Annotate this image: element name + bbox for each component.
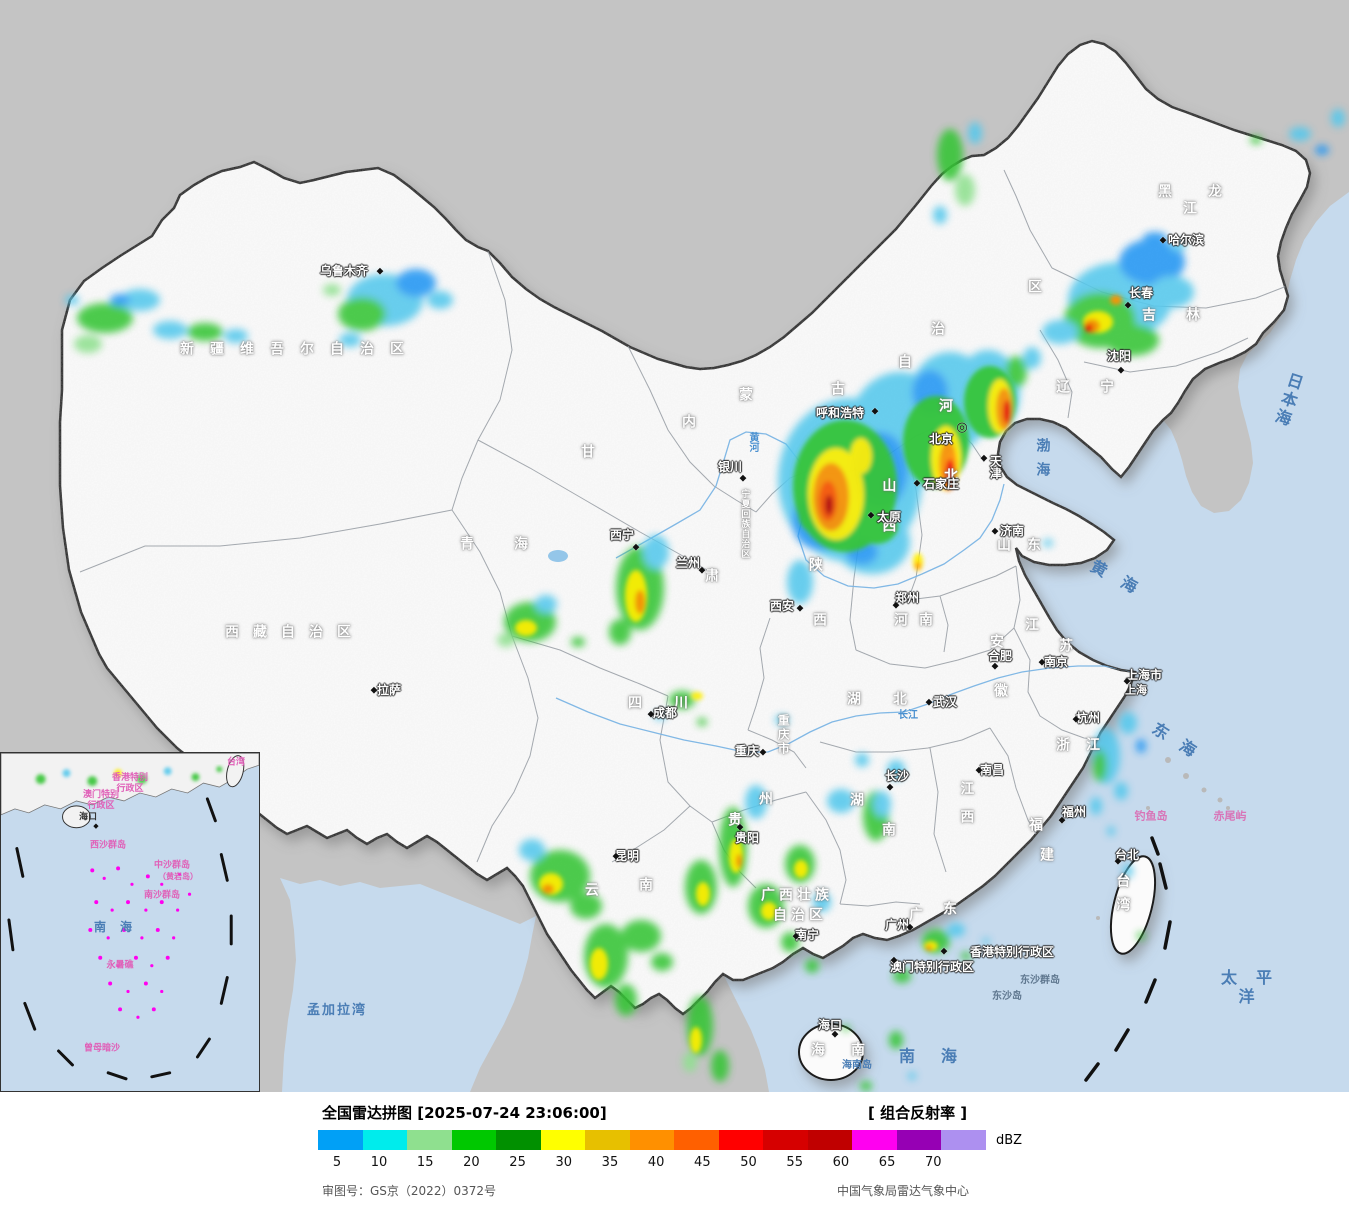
credit: 中国气象局雷达气象中心 xyxy=(837,1184,970,1198)
legend-color-swatch xyxy=(629,1130,675,1150)
legend-tick: 50 xyxy=(740,1155,757,1170)
legend-tick: 60 xyxy=(832,1155,850,1170)
legend-color-swatch xyxy=(407,1130,452,1150)
inset-coastal-echoes xyxy=(35,766,223,787)
legend-color-swatch xyxy=(896,1130,942,1150)
legend-tick: 40 xyxy=(647,1155,665,1170)
legend-color-swatch xyxy=(807,1130,853,1150)
inset-radar-clutter xyxy=(88,866,192,1019)
hainan-island xyxy=(798,1023,864,1081)
map-canvas xyxy=(0,0,1349,1092)
nine-dash-line xyxy=(7,797,233,1081)
yangtze-river xyxy=(555,665,1131,753)
boundary-dashes xyxy=(1084,836,1172,1082)
product-label: [ 组合反射率 ] xyxy=(868,1104,968,1122)
qinghai-lake xyxy=(548,550,568,562)
south-china-sea-inset xyxy=(0,752,260,1092)
inset-taiwan-island xyxy=(226,755,245,788)
legend-color-swatch xyxy=(585,1130,630,1150)
legend-tick: 35 xyxy=(601,1155,619,1170)
legend-tick: 30 xyxy=(555,1155,573,1170)
legend-color-swatch xyxy=(674,1130,719,1150)
legend-color-swatch xyxy=(318,1130,363,1150)
legend-panel: 全国雷达拼图 [2025-07-24 23:06:00] [ 组合反射率 ] d… xyxy=(0,1092,1349,1208)
radar-echoes-cores xyxy=(515,295,1122,1053)
legend-color-swatch xyxy=(941,1130,986,1150)
legend-color-swatch xyxy=(362,1130,408,1150)
legend-color-swatch xyxy=(540,1130,586,1150)
legend-tick xyxy=(956,1155,986,1170)
legend-color-swatch xyxy=(496,1130,541,1150)
inset-hainan-island xyxy=(62,805,91,829)
legend-color-swatch xyxy=(718,1130,764,1150)
legend-tick: 15 xyxy=(416,1155,434,1170)
legend-tick: 55 xyxy=(786,1155,803,1170)
china-landmass xyxy=(58,39,1312,1081)
offshore-islets xyxy=(1096,757,1230,920)
approval-number: 审图号：GS京（2022）0372号 xyxy=(322,1184,496,1198)
legend-tick: 70 xyxy=(924,1155,942,1170)
legend-tick: 20 xyxy=(463,1155,480,1170)
legend-tick: 45 xyxy=(694,1155,711,1170)
map-title: 全国雷达拼图 [2025-07-24 23:06:00] xyxy=(322,1104,607,1122)
unit-label: dBZ xyxy=(996,1133,1023,1148)
legend-color-swatch xyxy=(763,1130,808,1150)
inset-map-canvas xyxy=(1,753,259,1091)
colorbar-ticks: 5 10 15 20 25 30 35 40 45 50 55 60 65 70 xyxy=(318,1155,986,1170)
legend-tick: 25 xyxy=(509,1155,526,1170)
legend-tick: 65 xyxy=(878,1155,896,1170)
legend-tick: 5 xyxy=(332,1155,342,1170)
legend-color-swatch xyxy=(451,1130,497,1150)
taiwan-island xyxy=(1109,855,1157,955)
china-radar-map: 新疆维吾尔自治区 西藏自治区 青海甘肃内蒙古自治区黑龙江 吉林 辽宁河北山西 山东 河南陕西… xyxy=(0,0,1349,1092)
legend-tick: 10 xyxy=(370,1155,388,1170)
reflectivity-colorbar xyxy=(318,1130,986,1150)
legend-color-swatch xyxy=(852,1130,897,1150)
